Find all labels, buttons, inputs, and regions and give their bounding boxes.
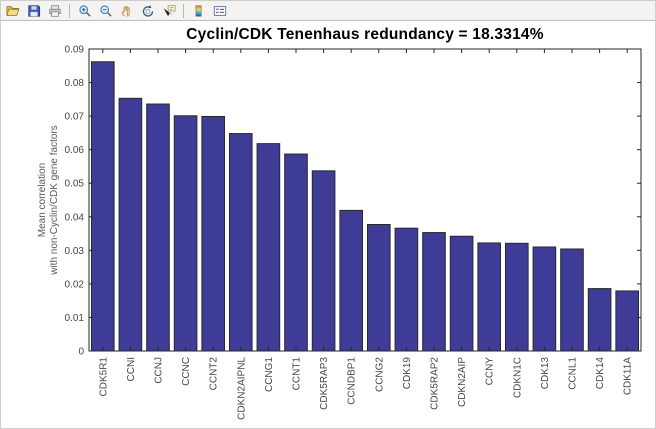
x-tick-label: CDKN1C bbox=[512, 357, 523, 398]
x-tick-label: CDK14 bbox=[595, 357, 606, 390]
toolbar-button-save[interactable] bbox=[24, 2, 43, 19]
toolbar-button-rotate-3d[interactable] bbox=[138, 2, 157, 19]
toolbar-separator bbox=[183, 3, 184, 18]
bar-chart: 0 0.01 0.02 0.03 0.04 0.05 0.06 0.07 0.08 0.09 CDK… bbox=[65, 45, 642, 420]
bar bbox=[146, 103, 170, 352]
y-tick-label: 0.06 bbox=[65, 145, 85, 156]
chart-title: Cyclin/CDK Tenenhaus redundancy = 18.331… bbox=[186, 26, 544, 43]
print-icon bbox=[48, 4, 62, 18]
toolbar-button-print[interactable] bbox=[45, 2, 64, 19]
bar bbox=[173, 115, 198, 352]
rotate-3d-icon bbox=[141, 4, 155, 18]
toolbar-button-insert-legend[interactable] bbox=[210, 2, 229, 19]
x-tick-label: CCNT2 bbox=[209, 357, 220, 391]
x-tick-label: CDKN2AIPNL bbox=[236, 357, 247, 420]
zoom-in-icon bbox=[78, 4, 92, 18]
x-tick-label: CCNT1 bbox=[292, 357, 303, 391]
bar bbox=[394, 227, 419, 352]
bar bbox=[422, 232, 446, 352]
x-tick-label: CCNI bbox=[126, 357, 137, 381]
x-tick-label: CDK11A bbox=[623, 357, 634, 395]
y-tick-label: 0.01 bbox=[65, 313, 85, 324]
zoom-out-icon bbox=[99, 4, 113, 18]
bar bbox=[228, 133, 253, 352]
y-tick-label: 0.09 bbox=[65, 45, 85, 56]
y-tick-label: 0 bbox=[78, 347, 84, 358]
x-tick-label: CDK19 bbox=[402, 357, 413, 390]
y-tick-label: 0.03 bbox=[65, 246, 85, 257]
bar bbox=[366, 224, 391, 352]
x-tick-label: CCNL1 bbox=[568, 357, 579, 390]
bar bbox=[449, 235, 474, 352]
y-tick-label: 0.05 bbox=[65, 179, 85, 190]
bar bbox=[615, 290, 640, 352]
x-tick-label: CDKN2AIP bbox=[457, 357, 468, 407]
y-tick-label: 0.08 bbox=[65, 78, 85, 89]
y-tick-label: 0.04 bbox=[65, 212, 85, 223]
toolbar-button-zoom-in[interactable] bbox=[75, 2, 94, 19]
x-tick-label: CDK13 bbox=[540, 357, 551, 390]
bar bbox=[284, 153, 308, 352]
bar bbox=[311, 170, 336, 352]
x-tick-label: CCNG2 bbox=[374, 357, 385, 392]
x-tick-label: CCNC bbox=[181, 357, 192, 386]
bar bbox=[201, 115, 226, 352]
save-icon bbox=[27, 4, 41, 18]
bar bbox=[477, 242, 502, 352]
data-cursor-icon bbox=[162, 4, 176, 18]
bar bbox=[560, 248, 584, 352]
bar bbox=[504, 242, 529, 352]
figure-toolbar bbox=[1, 1, 655, 21]
bar bbox=[339, 209, 364, 352]
bar bbox=[118, 97, 143, 352]
bar bbox=[532, 246, 557, 352]
bar bbox=[90, 61, 115, 352]
bar bbox=[587, 288, 612, 352]
x-tick-label: CDK5R1 bbox=[98, 357, 109, 397]
x-tick-label: CCNDBP1 bbox=[347, 357, 358, 405]
bar bbox=[256, 143, 281, 352]
x-tick-label: CDK5RAP2 bbox=[430, 357, 441, 410]
toolbar-button-pan[interactable] bbox=[117, 2, 136, 19]
toolbar-button-insert-colorbar[interactable] bbox=[189, 2, 208, 19]
x-tick-label: CCNY bbox=[485, 357, 496, 386]
y-tick-label: 0.07 bbox=[65, 112, 85, 123]
open-folder-icon bbox=[5, 4, 20, 18]
x-tick-label: CCNJ bbox=[154, 357, 165, 384]
x-tick-label: CDK5RAP3 bbox=[319, 357, 330, 410]
insert-legend-icon bbox=[213, 4, 227, 18]
toolbar-separator bbox=[69, 3, 70, 18]
x-tick-label: CCNG1 bbox=[264, 357, 275, 392]
toolbar-button-open-folder[interactable] bbox=[3, 2, 22, 19]
insert-colorbar-icon bbox=[192, 4, 206, 18]
toolbar-button-zoom-out[interactable] bbox=[96, 2, 115, 19]
y-tick-label: 0.02 bbox=[65, 279, 85, 290]
pan-icon bbox=[120, 4, 134, 18]
axes-box bbox=[88, 48, 642, 352]
toolbar-button-data-cursor[interactable] bbox=[159, 2, 178, 19]
